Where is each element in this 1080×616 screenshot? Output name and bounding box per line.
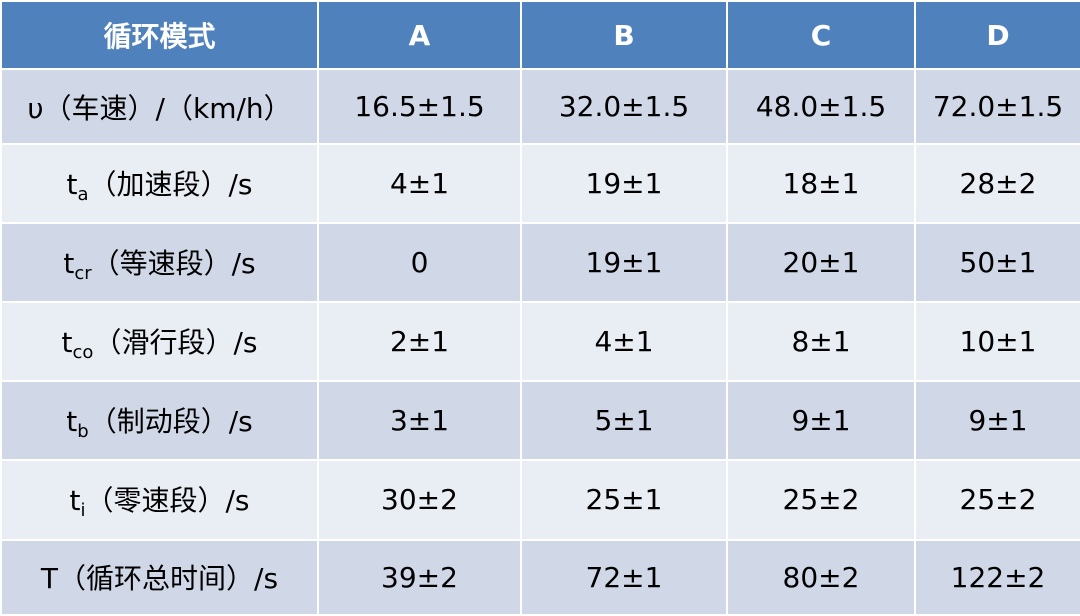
data-cell: 25±2 [914, 459, 1080, 541]
data-cell: 8±1 [726, 301, 916, 383]
label-symbol: t [66, 404, 78, 438]
data-cell: 25±2 [726, 459, 916, 541]
label-text: （车速）/（km/h） [43, 91, 292, 125]
data-cell: 80±2 [726, 538, 916, 616]
label-subscript: co [72, 341, 94, 363]
label-text: （循环总时间）/s [58, 562, 279, 596]
header-cell: D [914, 0, 1080, 70]
data-cell: 122±2 [914, 538, 1080, 616]
label-text: （滑行段）/s [93, 325, 258, 359]
row-label: ti（零速段）/s [0, 459, 319, 541]
data-cell: 5±1 [520, 380, 728, 462]
data-cell: 30±2 [317, 459, 522, 541]
header-cell: A [317, 0, 522, 70]
label-symbol: t [63, 246, 75, 280]
data-cell: 4±1 [317, 143, 522, 225]
data-cell: 32.0±1.5 [520, 67, 728, 146]
data-cell: 2±1 [317, 301, 522, 383]
row-label: ta（加速段）/s [0, 143, 319, 225]
data-cell: 10±1 [914, 301, 1080, 383]
data-cell: 16.5±1.5 [317, 67, 522, 146]
data-cell: 72.0±1.5 [914, 67, 1080, 146]
data-cell: 3±1 [317, 380, 522, 462]
header-cell: B [520, 0, 728, 70]
data-cell: 72±1 [520, 538, 728, 616]
table-row: tcr（等速段）/s 0 19±1 20±1 50±1 [0, 222, 1080, 304]
row-label: tco（滑行段）/s [0, 301, 319, 383]
header-cell: C [726, 0, 916, 70]
data-cell: 48.0±1.5 [726, 67, 916, 146]
label-text: （零速段）/s [85, 483, 250, 517]
table-row: ta（加速段）/s 4±1 19±1 18±1 28±2 [0, 143, 1080, 225]
table-row: tb（制动段）/s 3±1 5±1 9±1 9±1 [0, 380, 1080, 462]
table-row: tco（滑行段）/s 2±1 4±1 8±1 10±1 [0, 301, 1080, 383]
row-label: tcr（等速段）/s [0, 222, 319, 304]
data-cell: 4±1 [520, 301, 728, 383]
label-subscript: cr [74, 262, 92, 284]
label-subscript: b [77, 420, 89, 442]
data-cell: 9±1 [914, 380, 1080, 462]
label-symbol: υ [27, 91, 44, 125]
label-text: （等速段）/s [91, 246, 256, 280]
table-body: υ（车速）/（km/h） 16.5±1.5 32.0±1.5 48.0±1.5 72.0… [0, 67, 1080, 616]
label-text: （制动段）/s [88, 404, 253, 438]
data-cell: 19±1 [520, 222, 728, 304]
table-row: T（循环总时间）/s 39±2 72±1 80±2 122±2 [0, 538, 1080, 616]
label-subscript: a [77, 183, 89, 205]
table-row: ti（零速段）/s 30±2 25±1 25±2 25±2 [0, 459, 1080, 541]
label-symbol: t [61, 325, 73, 359]
data-cell: 20±1 [726, 222, 916, 304]
label-subscript: i [80, 499, 86, 521]
data-cell: 25±1 [520, 459, 728, 541]
data-cell: 9±1 [726, 380, 916, 462]
label-symbol: T [40, 562, 59, 596]
data-cell: 19±1 [520, 143, 728, 225]
data-cell: 0 [317, 222, 522, 304]
header-row: 循环模式 A B C D [0, 0, 1080, 70]
row-label: T（循环总时间）/s [0, 538, 319, 616]
data-cell: 18±1 [726, 143, 916, 225]
label-symbol: t [69, 483, 81, 517]
header-cell: 循环模式 [0, 0, 319, 70]
table-row: υ（车速）/（km/h） 16.5±1.5 32.0±1.5 48.0±1.5 72.0… [0, 67, 1080, 146]
data-cell: 28±2 [914, 143, 1080, 225]
row-label: υ（车速）/（km/h） [0, 67, 319, 146]
data-cell: 39±2 [317, 538, 522, 616]
label-text: （加速段）/s [88, 167, 253, 201]
data-cell: 50±1 [914, 222, 1080, 304]
row-label: tb（制动段）/s [0, 380, 319, 462]
label-symbol: t [66, 167, 78, 201]
